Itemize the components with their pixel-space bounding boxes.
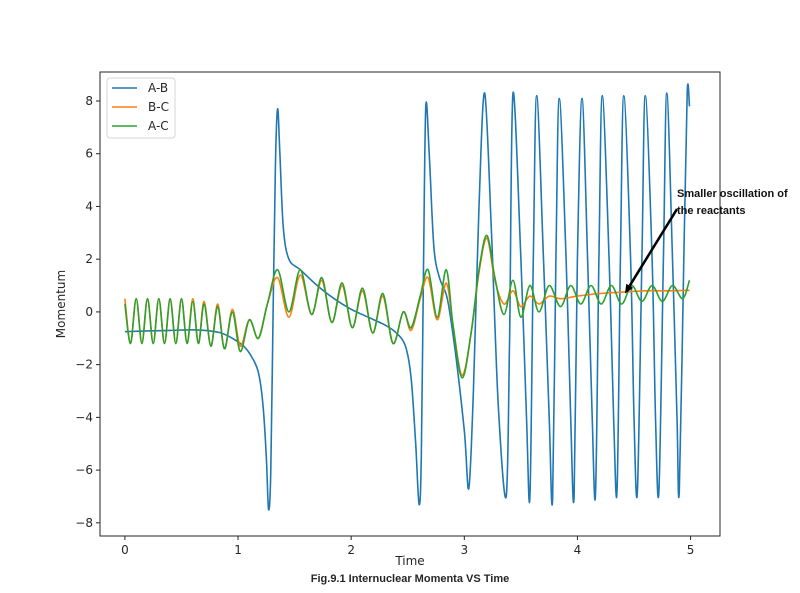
annotation-text-line2: the reactants	[677, 205, 745, 217]
plot-frame	[99, 71, 721, 537]
series-line-a-c	[124, 234, 691, 379]
annotation: Smaller oscillation of the reactants	[624, 188, 788, 294]
y-axis-label: Momentum	[54, 270, 68, 338]
y-tick-label: 4	[85, 199, 93, 213]
y-tick-label: 0	[85, 305, 93, 319]
y-tick-label: 6	[85, 147, 93, 161]
y-tick-label: −6	[75, 463, 93, 477]
y-axis: −8 −6 −4 −2 0 2 4 6 8	[75, 94, 100, 530]
x-tick-label: 5	[687, 543, 695, 557]
legend: A-B B-C A-C	[106, 77, 176, 139]
x-axis: 0 1 2 3 4 5	[121, 536, 694, 557]
annotation-arrowhead	[624, 283, 634, 294]
legend-box	[106, 77, 176, 139]
series-line-a-b	[124, 83, 691, 511]
x-axis-label: Time	[394, 554, 424, 568]
figure-caption: Fig.9.1 Internuclear Momenta VS Time	[311, 573, 509, 585]
y-tick-label: −8	[75, 516, 93, 530]
x-tick-label: 0	[121, 543, 129, 557]
legend-label-a-b: A-B	[148, 81, 168, 95]
y-tick-label: −4	[75, 410, 93, 424]
x-tick-label: 4	[574, 543, 582, 557]
x-tick-label: 2	[347, 543, 355, 557]
legend-label-a-c: A-C	[148, 119, 169, 133]
y-tick-label: 8	[85, 94, 93, 108]
annotation-arrow	[628, 208, 679, 287]
annotation-text-line1: Smaller oscillation of	[677, 188, 788, 200]
y-tick-label: 2	[85, 252, 93, 266]
x-tick-label: 3	[460, 543, 468, 557]
x-tick-label: 1	[234, 543, 242, 557]
y-tick-label: −2	[75, 358, 93, 372]
legend-label-b-c: B-C	[148, 100, 169, 114]
series-layer	[124, 83, 691, 511]
